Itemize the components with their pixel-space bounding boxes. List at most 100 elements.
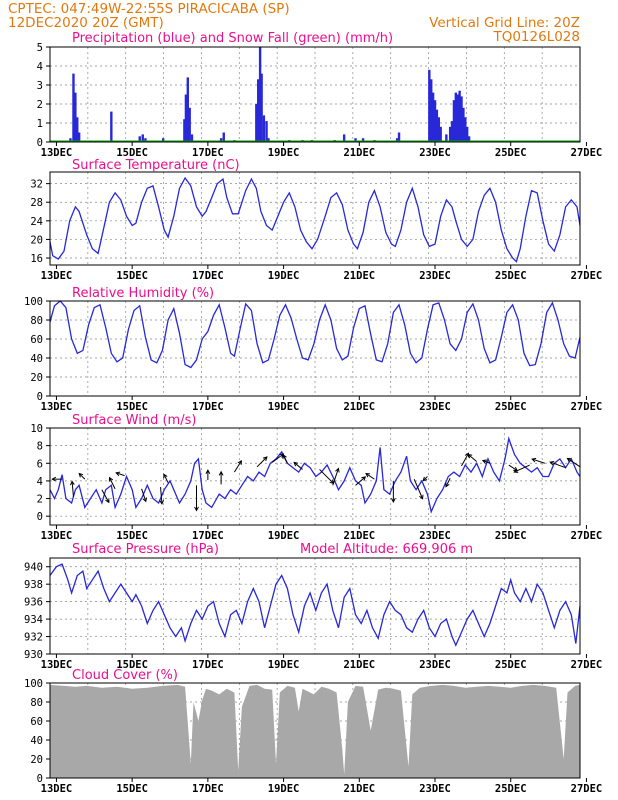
x-tick-label: 13DEC — [41, 401, 73, 413]
precip-bar — [354, 138, 357, 142]
precip-bar — [437, 117, 440, 142]
x-tick-label: 17DEC — [192, 659, 224, 671]
precip-bar — [186, 77, 189, 142]
precip-bar — [430, 79, 433, 142]
wind-arrow — [413, 478, 424, 499]
panel-frame — [49, 171, 581, 266]
wind-arrowhead — [422, 476, 428, 482]
x-tick-label: 15DEC — [116, 270, 148, 282]
precip-bar — [458, 90, 461, 142]
x-tick-label: 27DEC — [571, 783, 603, 795]
panel-frame — [49, 46, 581, 143]
precip-bar — [267, 138, 270, 142]
x-tick-label: 13DEC — [41, 783, 73, 795]
y-tick-label: 930 — [24, 649, 43, 661]
precip-bar — [454, 92, 458, 142]
x-tick-label: 21DEC — [343, 783, 375, 795]
wind-arrowhead — [262, 456, 268, 461]
y-tick-label: 20 — [30, 754, 43, 766]
x-tick-label: 21DEC — [343, 530, 375, 542]
panel-cloud: 0 20 40 60 80 100 13DEC 15DEC 17DEC 19DEC 21DEC 23D… — [24, 668, 602, 795]
y-tick-label: 5 — [37, 42, 43, 54]
panel-title: Surface Pressure (hPa) — [72, 542, 219, 557]
precip-bar — [439, 126, 442, 142]
wind-arrowhead — [70, 480, 75, 486]
y-tick-label: 932 — [24, 632, 43, 644]
x-tick-label: 17DEC — [192, 401, 224, 413]
x-tick-label: 13DEC — [41, 147, 73, 159]
x-tick-label: 15DEC — [116, 147, 148, 159]
x-tick-label: 21DEC — [343, 401, 375, 413]
y-tick-label: 8 — [37, 441, 43, 453]
wind-arrow — [233, 460, 242, 473]
panel-frame — [49, 682, 581, 779]
x-tick-label: 15DEC — [116, 401, 148, 413]
line-rh — [49, 300, 581, 369]
wind-arrow — [109, 477, 116, 490]
line-temp — [49, 176, 581, 263]
wind-arrow — [271, 453, 284, 463]
wind-arrowhead — [467, 453, 473, 459]
wind-arrowhead — [282, 453, 287, 459]
x-tick-label: 27DEC — [571, 270, 603, 282]
x-tick-label: 19DEC — [268, 401, 300, 413]
header-line1: CPTEC: 047:49W-22:55S PIRACICABA (SP) — [8, 1, 290, 17]
x-tick-label: 25DEC — [495, 147, 527, 159]
y-tick-label: 0 — [37, 773, 43, 785]
y-tick-label: 936 — [24, 597, 43, 609]
y-tick-label: 24 — [30, 216, 43, 228]
x-tick-label: 15DEC — [116, 783, 148, 795]
wind-arrowhead — [531, 457, 537, 463]
precip-bar — [342, 134, 346, 142]
wind-arrowhead — [419, 494, 424, 500]
precip-bar — [184, 94, 188, 142]
precip-bar — [428, 69, 431, 142]
header-date: 12DEC2020 20Z (GMT) — [8, 15, 164, 31]
wind-arrowhead — [163, 473, 168, 479]
y-tick-label: 60 — [30, 716, 43, 728]
x-tick-label: 25DEC — [495, 783, 527, 795]
y-tick-label: 1 — [37, 118, 43, 130]
x-tick-label: 21DEC — [343, 147, 375, 159]
wind-arrowhead — [293, 461, 299, 467]
panel-title: Surface Wind (m/s) — [72, 413, 196, 428]
x-tick-label: 23DEC — [419, 530, 451, 542]
x-tick-label: 19DEC — [268, 147, 300, 159]
wind-arrow — [78, 473, 86, 480]
precip-bar — [144, 138, 147, 142]
wind-arrowhead — [365, 472, 371, 478]
wind-arrow — [160, 487, 163, 504]
y-tick-label: 2 — [37, 99, 43, 111]
x-tick-label: 27DEC — [571, 659, 603, 671]
header-model-code: TQ0126L028 — [492, 29, 580, 45]
wind-arrow — [319, 469, 334, 484]
wind-arrow — [71, 481, 74, 497]
panel-frame — [49, 557, 581, 655]
y-tick-label: 28 — [30, 197, 43, 209]
x-tick-label: 19DEC — [268, 659, 300, 671]
wind-arrowhead — [279, 453, 285, 458]
precip-bar — [465, 126, 469, 142]
x-tick-label: 17DEC — [192, 147, 224, 159]
precip-bar — [445, 134, 448, 142]
wind-arrow — [467, 454, 477, 462]
panel-title: Relative Humidity (%) — [72, 286, 214, 301]
wind-arrowhead — [218, 470, 224, 476]
precip-bar — [222, 132, 225, 142]
precip-bar — [456, 94, 459, 142]
precip-bar — [219, 138, 223, 142]
x-tick-label: 25DEC — [495, 659, 527, 671]
wind-arrowhead — [445, 482, 450, 488]
x-tick-label: 25DEC — [495, 530, 527, 542]
y-tick-label: 20 — [30, 372, 43, 384]
wind-arrow — [550, 461, 566, 469]
wind-arrow — [163, 474, 169, 483]
header-grid-note: Vertical Grid Line: 20Z — [429, 15, 580, 31]
precip-bar — [183, 119, 186, 142]
panel-subtitle: Model Altitude: 669.906 m — [300, 542, 473, 557]
precip-bar — [464, 117, 467, 142]
y-tick-label: 40 — [30, 353, 43, 365]
y-tick-label: 0 — [37, 391, 43, 403]
cloud-area — [50, 684, 580, 778]
wind-arrowhead — [142, 497, 148, 503]
